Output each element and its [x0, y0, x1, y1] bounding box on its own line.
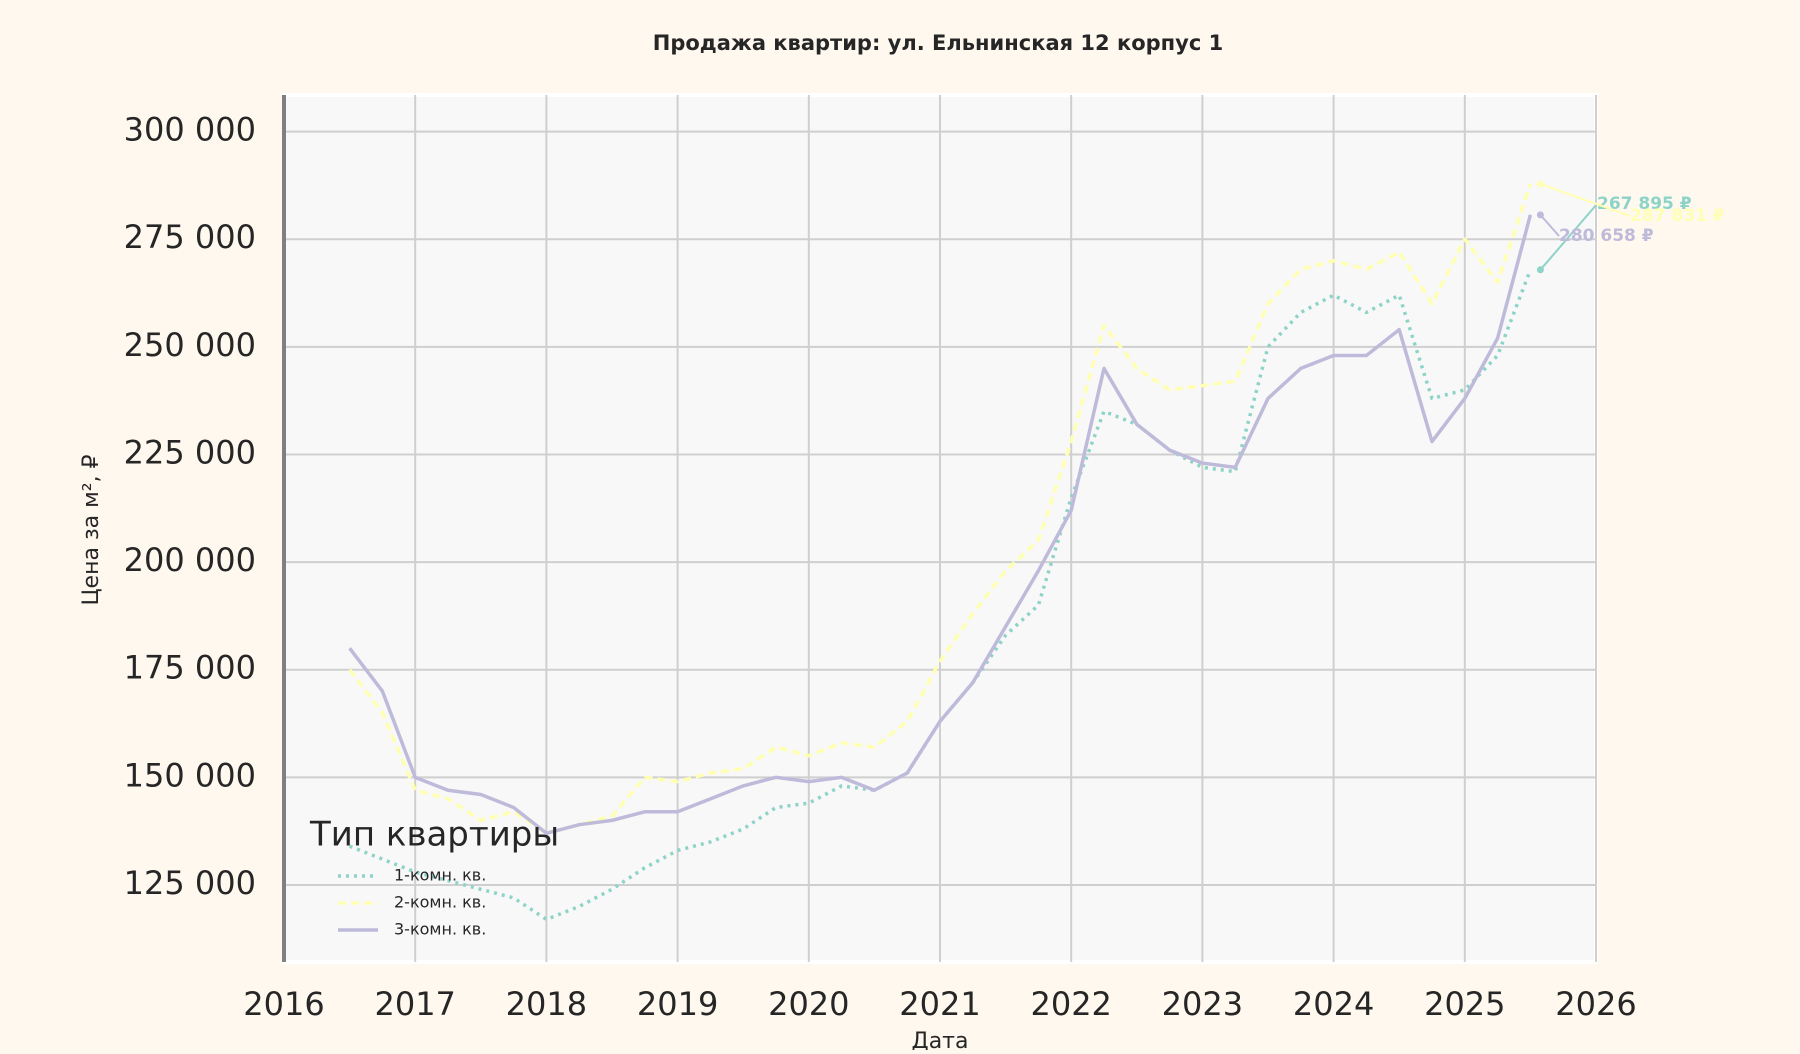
x-tick-label: 2016 — [243, 985, 324, 1023]
legend-label: 3-комн. кв. — [394, 920, 486, 939]
annotation-arrow — [1540, 183, 1631, 217]
legend-label: 2-комн. кв. — [394, 893, 486, 912]
series-line — [348, 183, 1533, 836]
series-line — [348, 214, 1533, 836]
y-tick-label: 200 000 — [124, 541, 256, 579]
y-tick-label: 250 000 — [124, 326, 256, 364]
chart-title: Продажа квартир: ул. Ельнинская 12 корпу… — [653, 31, 1224, 55]
annotation-arrow — [1539, 203, 1598, 271]
y-tick-label: 175 000 — [124, 649, 256, 687]
annotation-label: 287 831 ₽ — [1630, 206, 1725, 226]
annotation-arrow-head — [1536, 211, 1544, 219]
x-tick-label: 2026 — [1555, 985, 1636, 1023]
x-tick-label: 2019 — [637, 985, 718, 1023]
x-tick-label: 2018 — [506, 985, 587, 1023]
annotation-arrow — [1539, 214, 1560, 237]
x-tick-label: 2023 — [1162, 985, 1243, 1023]
x-tick-label: 2017 — [374, 985, 455, 1023]
x-tick-label: 2022 — [1030, 985, 1111, 1023]
annotation-arrow-head — [1536, 266, 1544, 274]
x-tick-label: 2021 — [899, 985, 980, 1023]
legend-label: 1-комн. кв. — [394, 866, 486, 885]
y-tick-label: 150 000 — [124, 756, 256, 794]
y-tick-label: 275 000 — [124, 218, 256, 256]
annotation-label: 267 895 ₽ — [1597, 194, 1692, 214]
annotation-label: 280 658 ₽ — [1559, 226, 1654, 246]
y-axis-label: Цена за м², ₽ — [79, 454, 104, 605]
y-tick-label: 225 000 — [124, 433, 256, 471]
x-tick-label: 2025 — [1424, 985, 1505, 1023]
x-tick-label: 2024 — [1293, 985, 1374, 1023]
annotation-arrow-head — [1536, 180, 1544, 188]
y-tick-label: 125 000 — [124, 864, 256, 902]
legend-title: Тип квартиры — [309, 815, 559, 855]
x-tick-label: 2020 — [768, 985, 849, 1023]
y-tick-label: 300 000 — [124, 111, 256, 149]
x-axis-label: Дата — [912, 1029, 969, 1050]
